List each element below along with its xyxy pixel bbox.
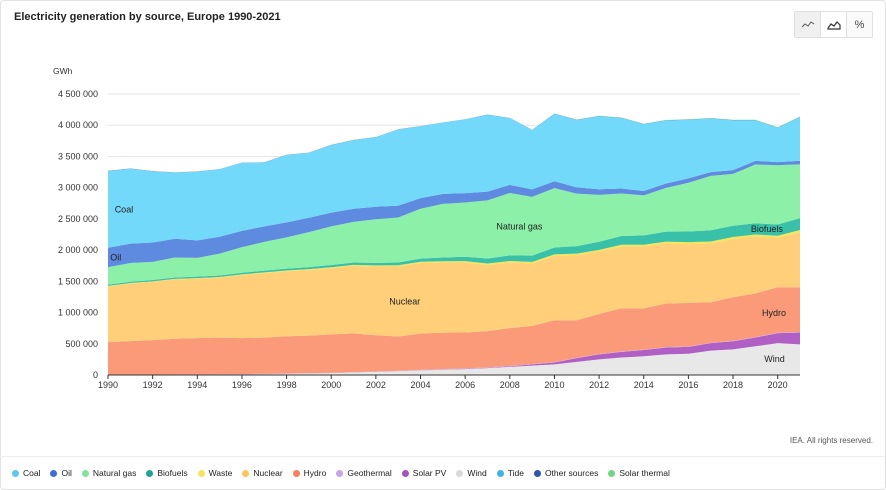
legend-swatch bbox=[401, 469, 409, 477]
legend-item-solar-pv[interactable]: Solar PV bbox=[401, 468, 447, 478]
y-tick-label: 4 500 000 bbox=[58, 89, 98, 99]
x-tick-label: 1994 bbox=[187, 380, 207, 390]
legend-item-tide[interactable]: Tide bbox=[496, 468, 524, 478]
area-natural-gas bbox=[108, 164, 800, 285]
y-tick-label: 1 000 000 bbox=[58, 308, 98, 318]
legend-item-geothermal[interactable]: Geothermal bbox=[336, 468, 392, 478]
legend-label: Solar thermal bbox=[619, 468, 670, 478]
legend-item-biofuels[interactable]: Biofuels bbox=[146, 468, 188, 478]
legend: Coal Oil Natural gas Biofuels Waste Nuclear Hy… bbox=[12, 468, 680, 478]
area-label: Biofuels bbox=[751, 224, 784, 234]
x-tick-label: 1998 bbox=[277, 380, 297, 390]
legend-divider bbox=[0, 456, 886, 457]
legend-label: Hydro bbox=[303, 468, 327, 478]
legend-item-wind[interactable]: Wind bbox=[456, 468, 487, 478]
legend-label: Other sources bbox=[544, 468, 599, 478]
legend-swatch bbox=[50, 469, 58, 477]
area-label: Wind bbox=[764, 354, 785, 364]
area-oil bbox=[108, 160, 800, 268]
area-label: Nuclear bbox=[389, 297, 420, 307]
y-tick-label: 4 000 000 bbox=[58, 120, 98, 130]
x-tick-label: 1996 bbox=[232, 380, 252, 390]
x-tick-label: 2014 bbox=[634, 380, 654, 390]
legend-swatch bbox=[242, 469, 250, 477]
legend-label: Oil bbox=[61, 468, 72, 478]
x-tick-label: 2000 bbox=[321, 380, 341, 390]
legend-label: Geothermal bbox=[347, 468, 392, 478]
x-tick-label: 2010 bbox=[544, 380, 564, 390]
credit-text: IEA. All rights reserved. bbox=[789, 436, 873, 445]
area-chart-button[interactable] bbox=[821, 12, 847, 37]
area-chart-icon bbox=[826, 20, 841, 30]
percent-button[interactable]: % bbox=[847, 12, 872, 37]
legend-swatch bbox=[608, 469, 616, 477]
area-label: Oil bbox=[110, 252, 121, 262]
area-label: Coal bbox=[115, 204, 134, 214]
legend-label: Wind bbox=[467, 468, 487, 478]
area-label: Natural gas bbox=[496, 222, 543, 232]
legend-swatch bbox=[12, 469, 19, 477]
x-tick-label: 2012 bbox=[589, 380, 609, 390]
y-tick-label: 2 500 000 bbox=[58, 214, 98, 224]
area-wind bbox=[108, 343, 800, 375]
legend-label: Tide bbox=[507, 468, 524, 478]
x-tick-label: 1992 bbox=[143, 380, 163, 390]
legend-label: Nuclear bbox=[253, 468, 283, 478]
legend-item-hydro[interactable]: Hydro bbox=[292, 468, 327, 478]
line-chart-button[interactable] bbox=[795, 12, 821, 37]
legend-item-coal[interactable]: Coal bbox=[12, 468, 40, 478]
x-tick-label: 2018 bbox=[723, 380, 743, 390]
area-hydro bbox=[108, 287, 800, 375]
y-tick-label: 3 000 000 bbox=[58, 183, 98, 193]
legend-label: Natural gas bbox=[92, 468, 137, 478]
x-tick-label: 2004 bbox=[411, 380, 431, 390]
y-tick-label: 0 bbox=[93, 370, 98, 380]
x-tick-label: 2016 bbox=[678, 380, 698, 390]
area-chart: 0 500 000 1 000 000 1 500 000 2 000 000 2 500… bbox=[53, 66, 800, 390]
area-nuclear bbox=[108, 232, 800, 343]
legend-item-waste[interactable]: Waste bbox=[197, 468, 233, 478]
legend-item-oil[interactable]: Oil bbox=[50, 468, 72, 478]
legend-swatch bbox=[146, 469, 154, 477]
chart-title: Electricity generation by source, Europe… bbox=[14, 11, 281, 23]
legend-label: Solar PV bbox=[412, 468, 447, 478]
legend-label: Waste bbox=[208, 468, 233, 478]
legend-swatch bbox=[336, 469, 344, 477]
legend-item-other-sources[interactable]: Other sources bbox=[533, 468, 599, 478]
x-tick-label: 2008 bbox=[500, 380, 520, 390]
legend-swatch bbox=[533, 469, 541, 477]
legend-swatch bbox=[496, 469, 504, 477]
legend-swatch bbox=[81, 469, 89, 477]
legend-label: Biofuels bbox=[157, 468, 188, 478]
legend-swatch bbox=[197, 469, 205, 477]
x-tick-label: 1990 bbox=[98, 380, 118, 390]
area-solar-pv bbox=[108, 332, 800, 375]
area-coal bbox=[108, 113, 800, 248]
legend-item-solar-thermal[interactable]: Solar thermal bbox=[608, 468, 670, 478]
y-tick-label: 3 500 000 bbox=[58, 151, 98, 161]
y-tick-label: 2 000 000 bbox=[58, 245, 98, 255]
x-tick-label: 2002 bbox=[366, 380, 386, 390]
legend-swatch bbox=[456, 469, 464, 477]
percent-icon: % bbox=[854, 18, 865, 31]
legend-swatch bbox=[292, 469, 300, 477]
legend-item-nuclear[interactable]: Nuclear bbox=[242, 468, 283, 478]
y-tick-label: 500 000 bbox=[65, 339, 98, 349]
legend-item-natural-gas[interactable]: Natural gas bbox=[81, 468, 137, 478]
area-label: Hydro bbox=[762, 308, 786, 318]
legend-label: Coal bbox=[23, 468, 41, 478]
x-tick-label: 2020 bbox=[768, 380, 788, 390]
y-tick-label: 1 500 000 bbox=[58, 276, 98, 286]
line-chart-icon bbox=[801, 20, 814, 27]
y-axis-label: GWh bbox=[53, 66, 73, 76]
chart-type-toolbar: % bbox=[794, 11, 873, 38]
x-tick-label: 2006 bbox=[455, 380, 475, 390]
